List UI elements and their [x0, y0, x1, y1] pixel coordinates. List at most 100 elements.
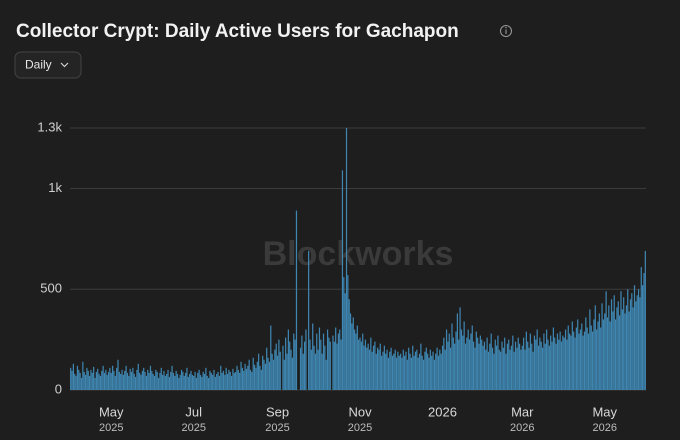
bar	[279, 351, 281, 390]
bar	[466, 337, 468, 390]
bar	[294, 339, 296, 390]
bar	[390, 347, 392, 390]
bar	[573, 331, 575, 390]
bar	[568, 333, 571, 390]
bar	[320, 339, 322, 390]
bar	[617, 301, 619, 390]
bar	[387, 357, 390, 390]
bar	[432, 351, 434, 390]
bar	[132, 367, 134, 390]
x-tick-sublabel: 2025	[181, 422, 205, 434]
bar	[245, 368, 248, 390]
bar	[558, 339, 560, 390]
bar	[344, 293, 346, 390]
bar	[351, 323, 353, 390]
bar	[533, 335, 536, 390]
bar	[451, 323, 453, 390]
bar	[444, 349, 446, 390]
bar	[347, 275, 349, 390]
bar	[410, 357, 413, 390]
bar	[253, 364, 256, 390]
bar	[182, 371, 184, 390]
bar	[244, 363, 246, 390]
bar	[121, 369, 123, 390]
bar	[632, 307, 634, 390]
x-tick-sublabel: 2025	[265, 422, 289, 434]
bar	[124, 370, 126, 390]
bar	[316, 333, 318, 390]
bar	[460, 329, 463, 390]
bar	[317, 349, 319, 390]
bar	[556, 333, 559, 390]
bar	[463, 321, 465, 390]
bar	[412, 345, 414, 390]
bar	[176, 373, 179, 390]
bar	[310, 349, 312, 390]
bar	[170, 371, 172, 390]
bar	[571, 321, 573, 390]
bar	[103, 372, 106, 390]
x-tick-sublabel: 2025	[348, 422, 372, 434]
bar	[248, 359, 250, 390]
bar	[394, 349, 396, 390]
y-tick-label: 1.3k	[37, 119, 62, 134]
bar	[335, 327, 337, 390]
bar	[134, 376, 137, 390]
bar	[206, 375, 208, 390]
bar	[120, 373, 122, 390]
bar	[107, 371, 110, 390]
bar	[359, 337, 361, 390]
bar	[299, 347, 302, 390]
bar	[454, 343, 456, 390]
bar	[291, 357, 294, 390]
bar	[128, 375, 130, 390]
bar	[82, 361, 84, 390]
bar	[527, 341, 529, 390]
bar	[116, 367, 118, 390]
bar	[583, 331, 586, 390]
bar	[429, 349, 431, 390]
interval-dropdown[interactable]: Daily	[14, 51, 82, 79]
bar	[386, 349, 388, 390]
bar	[544, 343, 546, 390]
bar	[367, 343, 369, 390]
bar	[295, 210, 298, 390]
bar	[551, 341, 553, 390]
bar	[363, 345, 365, 390]
bar	[328, 337, 330, 390]
bar	[483, 341, 486, 390]
bar	[199, 374, 202, 390]
bar	[543, 333, 545, 390]
bar	[619, 315, 621, 390]
bar	[79, 372, 81, 390]
bar	[276, 355, 279, 390]
bar	[631, 293, 633, 390]
bar	[354, 329, 356, 390]
bar	[596, 329, 598, 390]
bar	[225, 367, 227, 390]
bar	[623, 297, 625, 390]
bar	[598, 313, 600, 390]
bar	[72, 363, 74, 390]
bar	[625, 305, 628, 390]
bar	[600, 327, 602, 390]
x-tick-label: May	[592, 404, 617, 419]
bar	[130, 371, 133, 390]
bar	[290, 349, 292, 390]
info-icon[interactable]	[500, 25, 512, 37]
bar	[417, 357, 419, 390]
bar	[224, 374, 226, 390]
bar	[609, 321, 611, 390]
bar	[559, 331, 561, 390]
bar	[230, 375, 233, 390]
bar	[489, 343, 491, 390]
bar	[174, 375, 176, 390]
bar	[339, 329, 341, 390]
bar	[325, 359, 327, 390]
bar	[84, 374, 87, 390]
bar	[406, 359, 408, 390]
bar	[637, 289, 640, 390]
bar	[567, 325, 569, 390]
bar	[148, 372, 150, 390]
bar	[322, 333, 325, 390]
